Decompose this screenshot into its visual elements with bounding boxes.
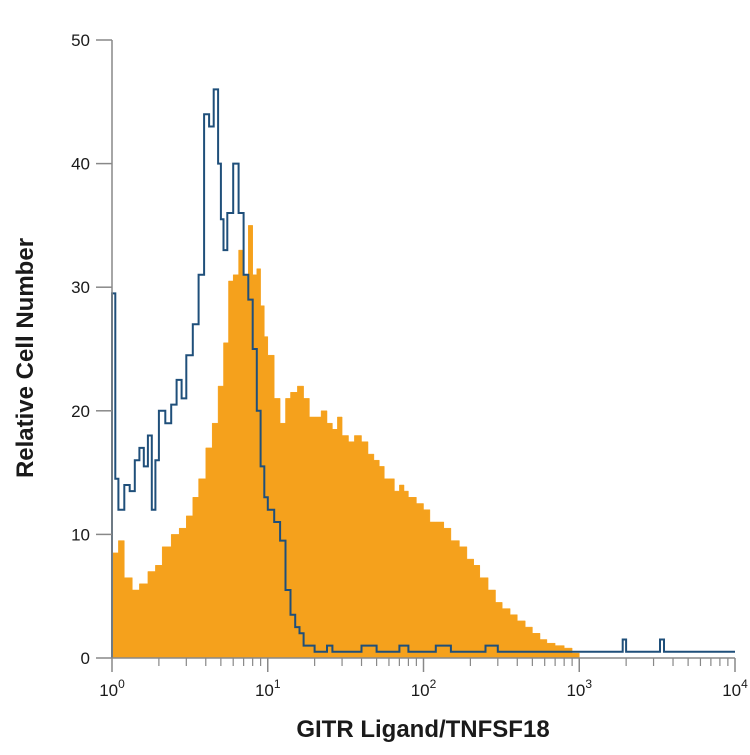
y-tick-label: 30 [71, 278, 90, 297]
series-layer [111, 88, 735, 659]
y-tick-label: 40 [71, 155, 90, 174]
x-tick-label: 102 [411, 677, 437, 700]
sample-histogram-fill [111, 225, 580, 659]
x-tick-label: 101 [255, 677, 281, 700]
x-axis-title: GITR Ligand/TNFSF18 [296, 716, 549, 743]
y-tick-label: 10 [71, 525, 90, 544]
x-tick-label: 104 [722, 677, 748, 700]
y-tick-label: 20 [71, 402, 90, 421]
x-tick-label: 103 [566, 677, 592, 700]
x-tick-label: 100 [99, 677, 125, 700]
y-axis-title: Relative Cell Number [12, 238, 39, 478]
axes-layer: 0 10 20 30 40 50 100 101 102 103 104 [71, 31, 748, 700]
y-tick-label: 50 [71, 31, 90, 50]
y-tick-label: 0 [81, 649, 90, 668]
control-histogram-outline [111, 88, 735, 658]
